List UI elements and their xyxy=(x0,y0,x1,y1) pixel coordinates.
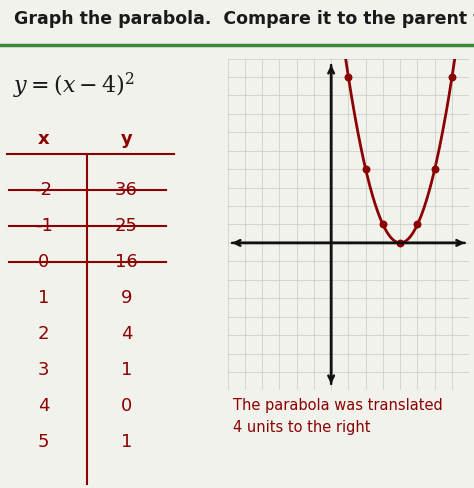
Text: 4: 4 xyxy=(38,397,49,415)
Text: 1: 1 xyxy=(121,361,132,379)
Point xyxy=(379,221,387,228)
Point xyxy=(345,73,352,81)
Text: 1: 1 xyxy=(38,289,49,307)
Text: 1: 1 xyxy=(121,433,132,451)
Text: 25: 25 xyxy=(115,217,138,235)
Text: 2: 2 xyxy=(38,325,49,343)
Text: x: x xyxy=(38,130,49,147)
Text: 0: 0 xyxy=(38,253,49,271)
Point xyxy=(362,165,369,173)
Text: 9: 9 xyxy=(121,289,132,307)
Point xyxy=(431,165,438,173)
Text: 5: 5 xyxy=(38,433,49,451)
Text: y: y xyxy=(120,130,132,147)
Text: The parabola was translated
4 units to the right: The parabola was translated 4 units to t… xyxy=(233,398,442,435)
Text: Graph the parabola.  Compare it to the parent function.: Graph the parabola. Compare it to the pa… xyxy=(14,10,474,28)
Text: 16: 16 xyxy=(115,253,138,271)
Text: $y = (x - 4)^2$: $y = (x - 4)^2$ xyxy=(13,71,135,101)
Point xyxy=(396,239,404,247)
Point xyxy=(414,221,421,228)
Text: 36: 36 xyxy=(115,181,138,199)
Point xyxy=(448,73,456,81)
Text: 3: 3 xyxy=(38,361,49,379)
Text: 0: 0 xyxy=(121,397,132,415)
Text: 4: 4 xyxy=(121,325,132,343)
Text: -1: -1 xyxy=(35,217,53,235)
Text: -2: -2 xyxy=(35,181,53,199)
